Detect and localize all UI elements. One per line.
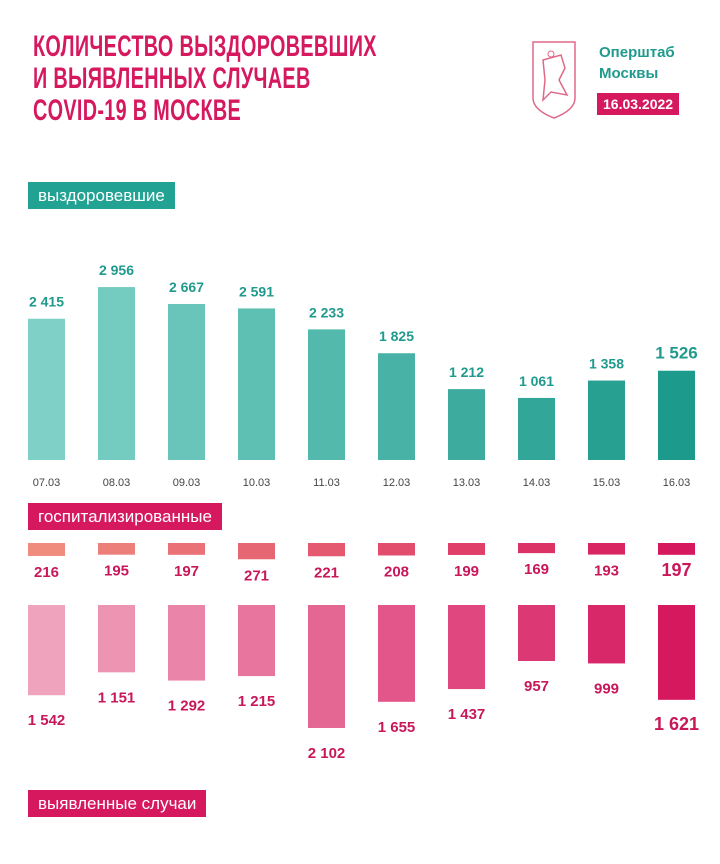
hospitalized-value-label: 197 <box>661 560 691 580</box>
cases-value-label: 957 <box>524 678 549 695</box>
cases-value-label: 1 655 <box>378 719 416 736</box>
section-label-cases: выявленные случаи <box>28 790 207 817</box>
cases-bar <box>588 605 625 664</box>
hospitalized-bar <box>168 543 205 555</box>
hospitalized-value-label: 271 <box>244 567 269 584</box>
date-tick-label: 11.03 <box>313 477 340 489</box>
cases-value-label: 1 215 <box>238 693 276 710</box>
date-tick-label: 07.03 <box>33 477 61 489</box>
hospitalized-value-label: 195 <box>104 563 129 580</box>
recovered-bar <box>448 389 485 460</box>
hospitalized-value-label: 169 <box>524 561 549 578</box>
hospitalized-bar <box>518 543 555 554</box>
cases-bar <box>28 605 65 696</box>
title-line: COVID-19 В МОСКВЕ <box>33 94 242 127</box>
hospitalized-bar <box>448 543 485 555</box>
cases-value-label: 999 <box>594 680 619 697</box>
date-tick-label: 08.03 <box>103 477 131 489</box>
date-tick-label: 12.03 <box>383 477 411 489</box>
recovered-bar <box>98 287 135 460</box>
title-line: И ВЫЯВЛЕННЫХ СЛУЧАЕВ <box>33 62 311 95</box>
recovered-bar <box>588 380 625 460</box>
recovered-bar <box>168 303 205 460</box>
org-line: Москвы <box>599 65 659 82</box>
hospitalized-bar <box>308 543 345 557</box>
hospitalized-bar <box>98 543 135 555</box>
hospitalized-value-label: 199 <box>454 563 479 580</box>
cases-bar <box>98 605 135 673</box>
hospitalized-value-label: 208 <box>384 563 409 580</box>
recovered-bar <box>308 329 345 460</box>
cases-bar <box>238 605 275 677</box>
cases-bar <box>168 605 205 681</box>
hospitalized-value-label: 216 <box>34 564 59 581</box>
date-tick-label: 10.03 <box>243 477 271 489</box>
date-tick-label: 16.03 <box>663 477 691 489</box>
hospitalized-bar <box>378 543 415 556</box>
cases-value-label: 1 621 <box>654 714 699 734</box>
cases-bar <box>518 605 555 661</box>
section-label-recovered: выздоровевшие <box>28 182 175 209</box>
recovered-value-label: 2 956 <box>99 262 134 278</box>
recovered-value-label: 2 415 <box>29 294 64 310</box>
page-title: КОЛИЧЕСТВО ВЫЗДОРОВЕВШИХ И ВЫЯВЛЕННЫХ СЛ… <box>33 30 377 127</box>
section-label-hospitalized: госпитализированные <box>28 503 222 530</box>
cases-value-label: 2 102 <box>308 745 346 762</box>
date-tick-label: 15.03 <box>593 477 621 489</box>
recovered-value-label: 2 667 <box>169 279 204 295</box>
recovered-bar <box>28 318 65 460</box>
recovered-value-label: 1 212 <box>449 364 484 380</box>
title-line: КОЛИЧЕСТВО ВЫЗДОРОВЕВШИХ <box>33 30 377 63</box>
recovered-value-label: 1 061 <box>519 373 554 389</box>
date-tick-label: 13.03 <box>453 477 481 489</box>
moscow-coat-of-arms-icon <box>532 41 576 119</box>
recovered-value-label: 1 358 <box>589 356 624 372</box>
hospitalized-value-label: 221 <box>314 564 339 581</box>
hospitalized-value-label: 193 <box>594 563 619 580</box>
recovered-value-label: 1 526 <box>655 344 698 363</box>
cases-value-label: 1 542 <box>28 712 66 729</box>
org-line: Оперштаб <box>599 44 675 61</box>
recovered-value-label: 1 825 <box>379 328 414 344</box>
cases-value-label: 1 292 <box>168 698 206 715</box>
hospitalized-bar <box>28 543 65 556</box>
recovered-bar <box>658 370 695 460</box>
date-badge: 16.03.2022 <box>597 93 680 115</box>
hospitalized-bar <box>588 543 625 555</box>
recovered-bar <box>518 397 555 460</box>
cases-bar <box>308 605 345 728</box>
cases-bar <box>448 605 485 690</box>
cases-value-label: 1 151 <box>98 689 136 706</box>
date-tick-label: 14.03 <box>523 477 551 489</box>
recovered-bar <box>238 308 275 460</box>
recovered-bar <box>378 353 415 460</box>
recovered-value-label: 2 591 <box>239 283 274 299</box>
cases-bar <box>658 605 695 700</box>
hospitalized-bar <box>238 543 275 560</box>
cases-value-label: 1 437 <box>448 706 486 723</box>
date-tick-label: 09.03 <box>173 477 201 489</box>
recovered-value-label: 2 233 <box>309 304 344 320</box>
hospitalized-bar <box>658 543 695 555</box>
hospitalized-value-label: 197 <box>174 563 199 580</box>
org-name: Оперштаб Москвы <box>599 42 675 84</box>
cases-bar <box>378 605 415 702</box>
